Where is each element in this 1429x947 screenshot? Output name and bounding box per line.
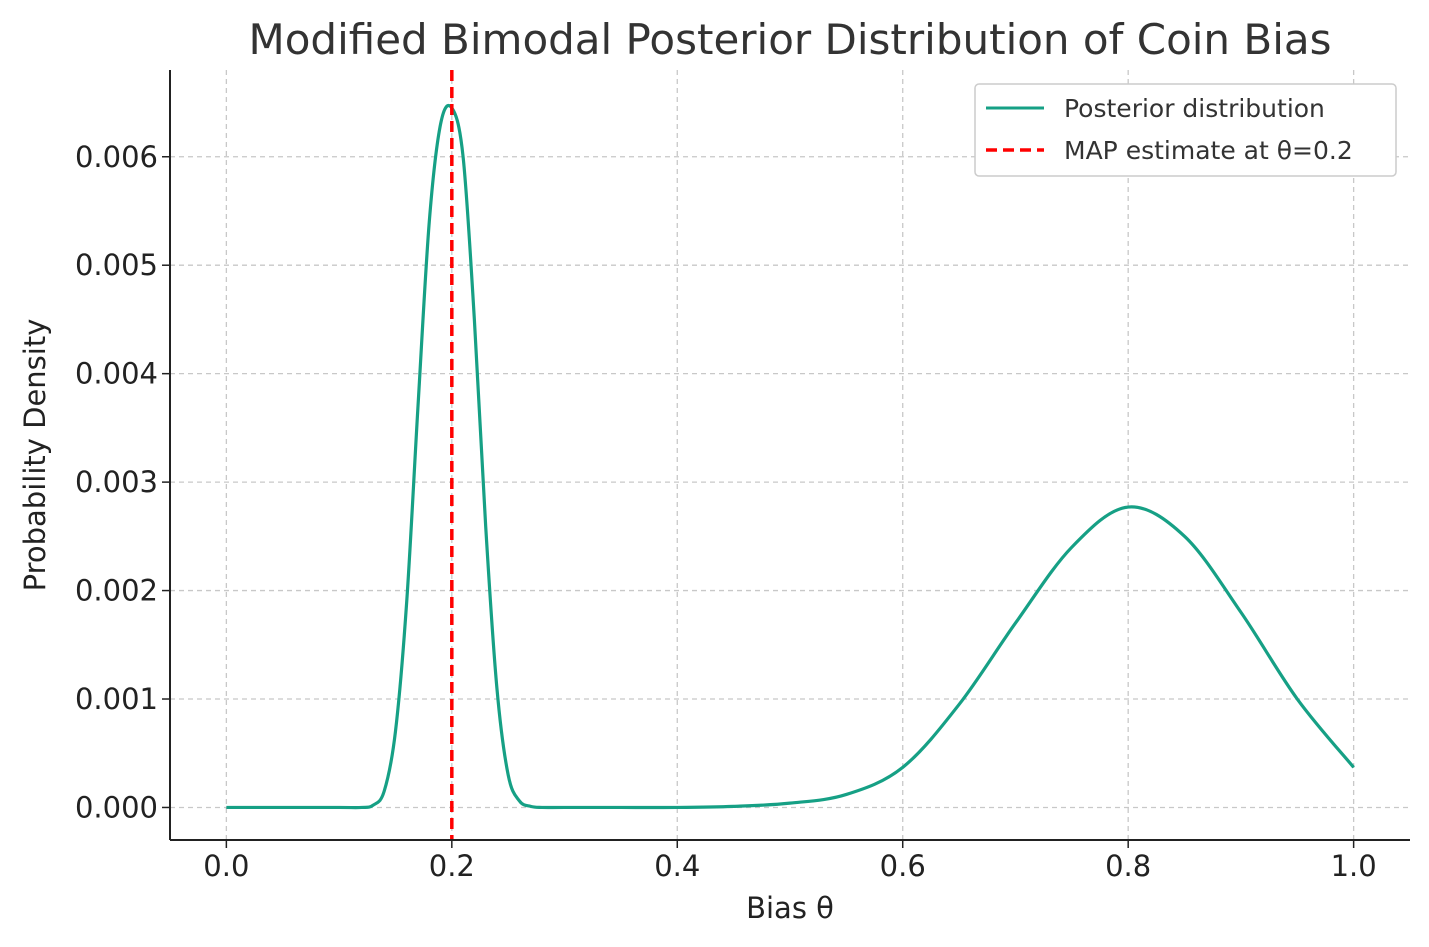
x-tick-label: 0.8 bbox=[1105, 849, 1151, 883]
x-tick-label: 1.0 bbox=[1331, 849, 1377, 883]
y-tick-label: 0.001 bbox=[75, 682, 158, 716]
y-tick-label: 0.005 bbox=[75, 248, 158, 282]
legend: Posterior distribution MAP estimate at θ… bbox=[974, 83, 1397, 177]
x-axis-label: Bias θ bbox=[746, 891, 834, 925]
legend-label-map: MAP estimate at θ=0.2 bbox=[1064, 136, 1353, 165]
legend-label-posterior: Posterior distribution bbox=[1064, 94, 1325, 123]
series-layer bbox=[226, 70, 1355, 840]
grid-layer bbox=[170, 70, 1410, 840]
x-tick-label: 0.4 bbox=[654, 849, 700, 883]
x-tick-label: 0.2 bbox=[429, 849, 475, 883]
x-tick-label: 0.6 bbox=[880, 849, 926, 883]
tick-layer: 0.0 0.2 0.4 0.6 0.8 1.0 0.000 0.001 0.002 0.003 0.… bbox=[75, 140, 1377, 883]
y-tick-label: 0.003 bbox=[75, 465, 158, 499]
x-tick-label: 0.0 bbox=[203, 849, 249, 883]
y-tick-label: 0.002 bbox=[75, 574, 158, 608]
posterior-curve bbox=[226, 103, 1355, 810]
y-tick-label: 0.006 bbox=[75, 140, 158, 174]
y-tick-label: 0.004 bbox=[75, 357, 158, 391]
legend-box bbox=[974, 83, 1397, 177]
y-tick-label: 0.000 bbox=[75, 790, 158, 824]
y-axis-label: Probability Density bbox=[18, 319, 52, 592]
chart-title: Modified Bimodal Posterior Distribution … bbox=[248, 15, 1331, 64]
